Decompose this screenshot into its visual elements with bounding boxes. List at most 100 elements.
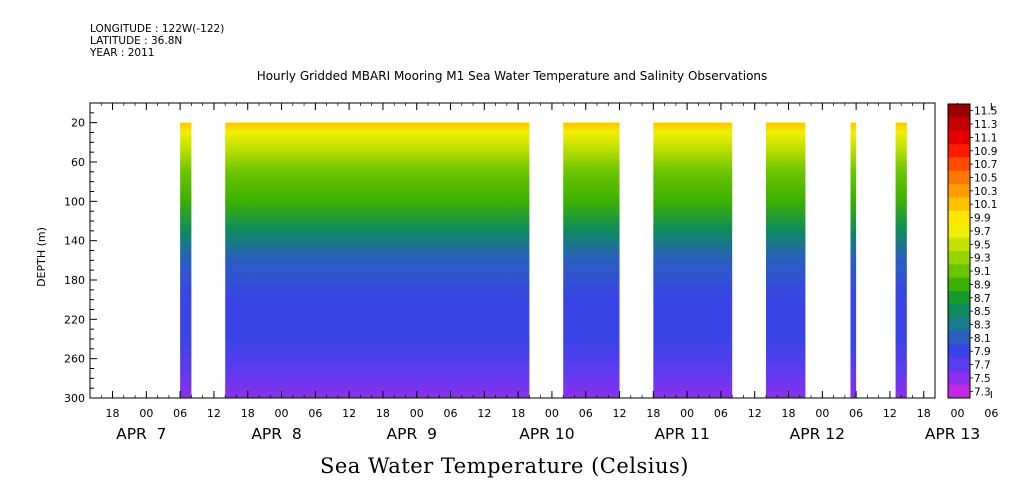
colorbar-swatch xyxy=(948,357,970,372)
y-axis-title: DEPTH (m) xyxy=(35,227,48,287)
colorbar-label: 9.3 xyxy=(974,253,991,265)
x-hour-tick-label: 00 xyxy=(545,407,559,420)
colorbar-label: 10.1 xyxy=(974,199,997,211)
colorbar-swatch xyxy=(948,384,970,399)
x-hour-tick-label: 06 xyxy=(579,407,593,420)
colorbar-swatch xyxy=(948,237,970,252)
colorbar-label: 10.7 xyxy=(974,159,997,171)
x-hour-tick-label: 00 xyxy=(139,407,153,420)
data-segment-0 xyxy=(180,122,192,399)
colorbar-swatch xyxy=(948,277,970,292)
data-segment-4 xyxy=(766,122,806,399)
x-hour-tick-label: 00 xyxy=(680,407,694,420)
x-hour-tick-label: 12 xyxy=(748,407,762,420)
colorbar-swatch xyxy=(948,264,970,279)
x-hour-tick-label: 06 xyxy=(173,407,187,420)
colorbar-swatch xyxy=(948,104,970,118)
colorbar-label: 11.3 xyxy=(974,119,997,131)
colorbar-label: 11.5 xyxy=(974,106,997,118)
x-hour-tick-label: 00 xyxy=(951,407,965,420)
y-tick-label: 220 xyxy=(64,313,85,326)
colorbar-label: 10.9 xyxy=(974,146,997,158)
x-hour-tick-label: 12 xyxy=(207,407,221,420)
chart-title: Hourly Gridded MBARI Mooring M1 Sea Wate… xyxy=(256,69,768,83)
colorbar-label: 8.3 xyxy=(974,320,991,332)
y-tick-label: 100 xyxy=(64,195,85,208)
x-hour-tick-label: 18 xyxy=(106,407,120,420)
x-hour-tick-label: 18 xyxy=(241,407,255,420)
colorbar-swatch xyxy=(948,157,970,172)
y-tick-label: 60 xyxy=(71,156,85,169)
colorbar-frame xyxy=(947,103,971,399)
longitude-label: LONGITUDE : 122W(-122) xyxy=(90,23,225,35)
colorbar-label: 7.9 xyxy=(974,346,991,358)
colorbar-label: 9.7 xyxy=(974,226,991,238)
data-segment-6 xyxy=(895,122,907,399)
year-label: YEAR : 2011 xyxy=(90,47,155,59)
x-date-label: APR 10 xyxy=(519,425,574,443)
x-hour-tick-label: 06 xyxy=(849,407,863,420)
colorbar-swatch xyxy=(948,251,970,265)
location-metadata: LONGITUDE : 122W(-122) LATITUDE : 36.8N … xyxy=(90,23,224,59)
data-segment-1 xyxy=(225,122,530,399)
colorbar-swatch xyxy=(948,144,970,158)
colorbar-label: 9.9 xyxy=(974,213,991,225)
colorbar-swatch xyxy=(948,117,970,132)
x-hour-tick-label: 00 xyxy=(815,407,829,420)
x-axis-title: Sea Water Temperature (Celsius) xyxy=(319,454,689,478)
x-hour-tick-label: 12 xyxy=(883,407,897,420)
colorbar-label: 8.1 xyxy=(974,333,991,345)
colorbar-label: 8.5 xyxy=(974,306,991,318)
colorbar-label: 7.7 xyxy=(974,360,991,372)
x-date-label: APR 13 xyxy=(925,425,980,443)
x-hour-tick-label: 18 xyxy=(917,407,931,420)
colorbar-swatch xyxy=(948,224,970,239)
colorbar-swatch xyxy=(948,291,970,305)
x-hour-tick-label: 12 xyxy=(613,407,627,420)
y-tick-label: 140 xyxy=(64,235,85,248)
x-hour-tick-label: 00 xyxy=(410,407,424,420)
y-tick-label: 300 xyxy=(64,392,85,405)
colorbar-swatch xyxy=(948,210,970,225)
x-date-label: APR 8 xyxy=(251,425,301,443)
x-date-label: APR 7 xyxy=(116,425,166,443)
data-segment-3 xyxy=(653,122,733,399)
colorbar-label: 8.7 xyxy=(974,293,991,305)
x-hour-tick-label: 18 xyxy=(511,407,525,420)
colorbar-swatch xyxy=(948,170,970,185)
colorbar-swatch xyxy=(948,331,970,346)
colorbar-label: 9.1 xyxy=(974,266,991,278)
colorbar-label: 11.1 xyxy=(974,132,997,144)
colorbar-label: 7.5 xyxy=(974,373,991,385)
y-tick-label: 260 xyxy=(64,353,85,366)
latitude-label: LATITUDE : 36.8N xyxy=(90,35,183,47)
x-date-label: APR 12 xyxy=(790,425,845,443)
colorbar-swatch xyxy=(948,371,970,386)
x-hour-tick-label: 12 xyxy=(477,407,491,420)
colorbar-label: 8.9 xyxy=(974,279,991,291)
colorbar-swatch xyxy=(948,304,970,319)
x-hour-tick-label: 18 xyxy=(376,407,390,420)
y-tick-label: 20 xyxy=(71,117,85,130)
x-hour-tick-label: 12 xyxy=(342,407,356,420)
colorbar-label: 7.3 xyxy=(974,386,991,398)
x-hour-tick-label: 06 xyxy=(984,407,998,420)
x-date-label: APR 11 xyxy=(654,425,709,443)
x-hour-tick-label: 06 xyxy=(308,407,322,420)
colorbar-swatch xyxy=(948,130,970,145)
x-hour-tick-label: 18 xyxy=(782,407,796,420)
data-segment-5 xyxy=(850,122,857,399)
colorbar-swatch xyxy=(948,197,970,212)
x-hour-tick-label: 00 xyxy=(275,407,289,420)
colorbar-swatch xyxy=(948,317,970,332)
data-segment-2 xyxy=(563,122,620,399)
colorbar-swatch xyxy=(948,184,970,199)
y-tick-label: 180 xyxy=(64,274,85,287)
x-hour-tick-label: 06 xyxy=(714,407,728,420)
colorbar-swatch xyxy=(948,344,970,359)
colorbar-label: 10.5 xyxy=(974,173,997,185)
colorbar-label: 10.3 xyxy=(974,186,997,198)
colorbar-label: 9.5 xyxy=(974,239,991,251)
x-date-label: APR 9 xyxy=(387,425,437,443)
